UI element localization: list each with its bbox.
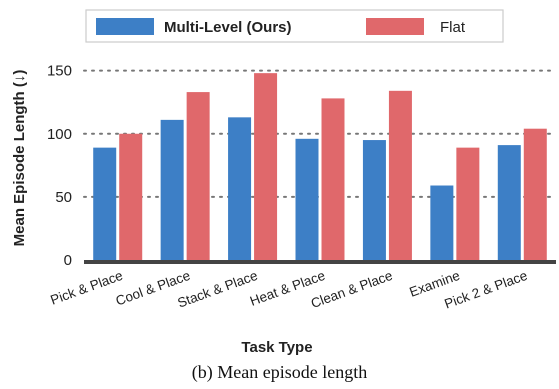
bar-multi-level (295, 138, 319, 260)
bar-multi-level (160, 119, 184, 260)
bar-multi-level (430, 185, 454, 260)
y-tick-label: 150 (47, 63, 72, 80)
figure-caption: (b) Mean episode length (191, 362, 368, 382)
bar-flat (523, 128, 547, 260)
y-axis-title: Mean Episode Length (↓) (11, 70, 28, 247)
bar-flat (388, 90, 412, 260)
x-axis-title: Task Type (241, 339, 312, 356)
grid-lines (83, 69, 557, 198)
legend-label-multi-level: Multi-Level (Ours) (164, 19, 292, 36)
bar-multi-level (93, 147, 117, 260)
legend-swatch-multi-level (96, 18, 154, 35)
y-tick-label: 50 (55, 189, 72, 206)
bar-flat (456, 147, 480, 260)
bar-multi-level (228, 117, 252, 261)
legend-frame (85, 9, 504, 43)
y-tick-label: 100 (47, 126, 72, 143)
y-tick-label: 0 (64, 252, 72, 269)
bar-flat (254, 73, 278, 261)
bar-multi-level (362, 140, 386, 260)
y-tick-labels: 0 50 100 150 (47, 63, 72, 269)
legend-swatch-flat (366, 18, 424, 35)
legend-label-flat: Flat (440, 19, 466, 36)
legend: Multi-Level (Ours) Flat (85, 9, 504, 43)
x-tick-label: Pick & Place (48, 268, 124, 308)
bar-flat (321, 98, 345, 261)
bar-flat (186, 92, 210, 261)
bar-flat (119, 133, 143, 260)
bar-multi-level (497, 145, 521, 260)
bars (93, 73, 547, 261)
